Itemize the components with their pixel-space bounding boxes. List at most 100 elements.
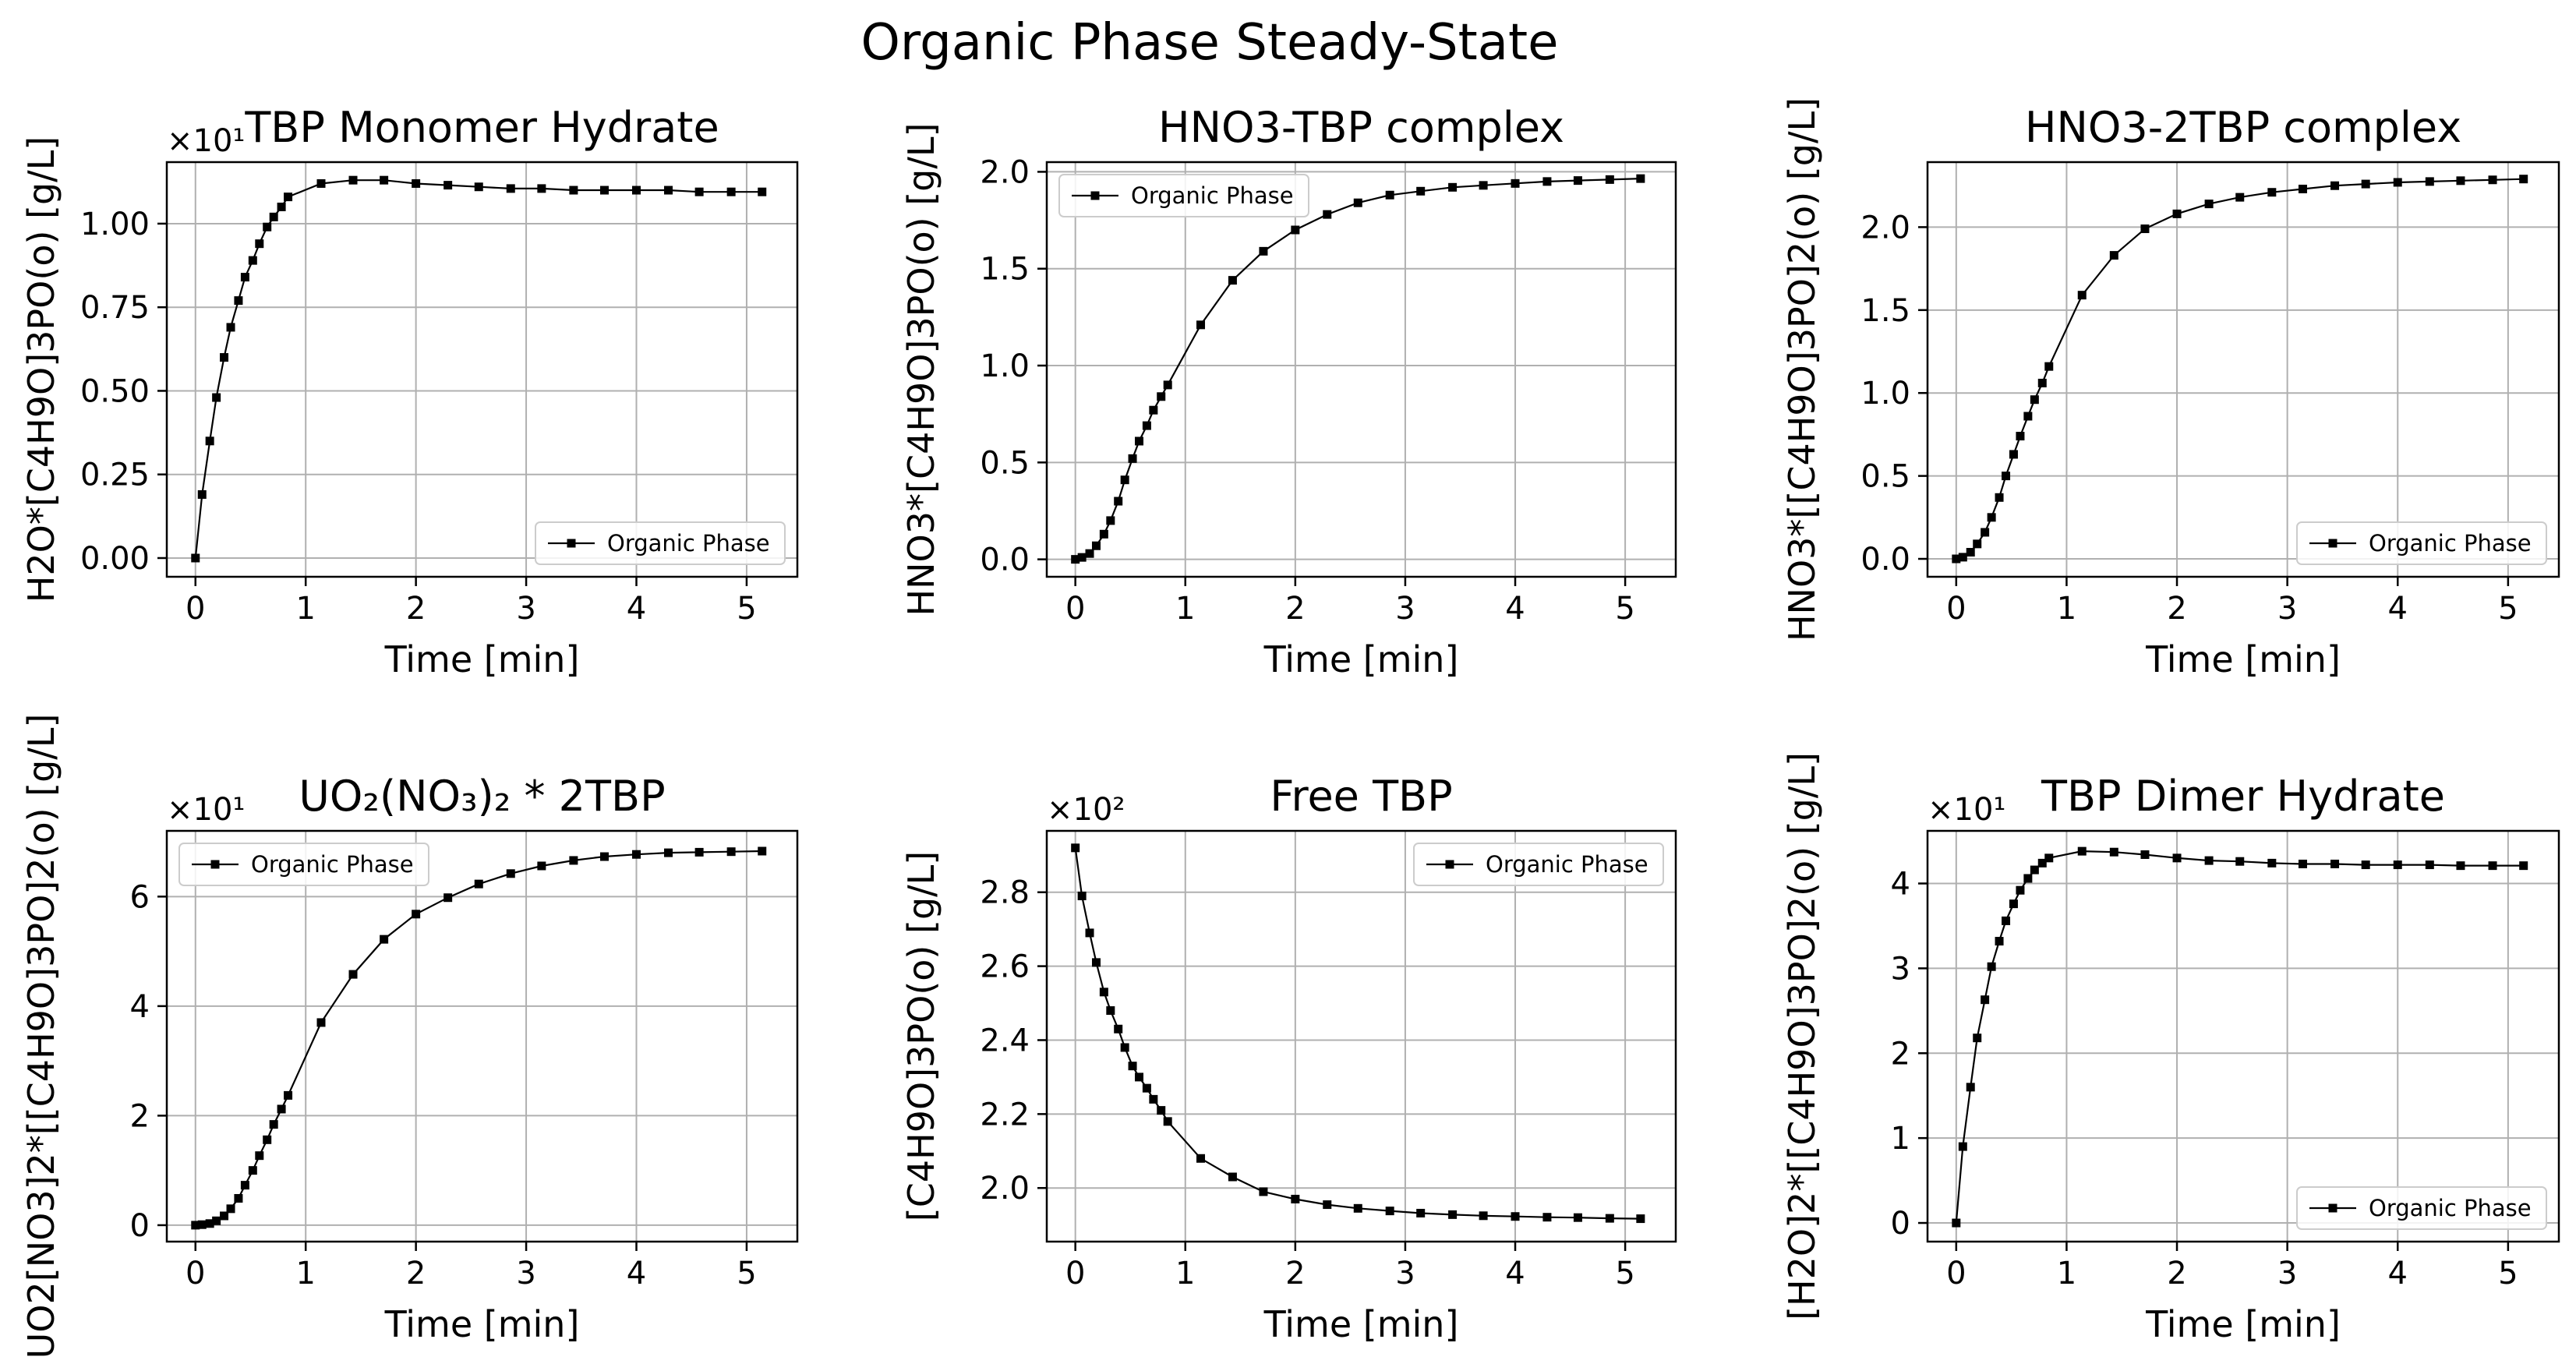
data-point — [1952, 554, 1961, 564]
y-tick-label: 0 — [1891, 1206, 1910, 1242]
legend: Organic Phase — [1413, 843, 1664, 886]
data-point — [1542, 177, 1552, 186]
data-point — [1973, 1034, 1982, 1043]
x-tick-label: 2 — [406, 591, 426, 627]
data-point — [2393, 860, 2402, 870]
x-tick-label: 2 — [1285, 591, 1305, 627]
legend-marker — [1445, 860, 1454, 869]
legend: Organic Phase — [535, 521, 786, 565]
data-point — [1966, 1083, 1975, 1092]
data-point — [1071, 843, 1080, 853]
data-point — [443, 181, 453, 190]
legend-box — [2296, 521, 2547, 565]
data-point — [2044, 362, 2054, 371]
y-tick-label: 0.0 — [1860, 542, 1910, 578]
legend-marker — [210, 860, 220, 869]
data-point — [2425, 177, 2434, 186]
data-point — [1128, 1062, 1137, 1071]
data-point — [1573, 176, 1582, 186]
data-point — [348, 175, 358, 185]
data-point — [2009, 899, 2018, 909]
axes-frame — [1926, 161, 2560, 578]
data-point — [1291, 1194, 1300, 1203]
y-tick-label: 4 — [1891, 867, 1910, 903]
data-point — [1071, 555, 1080, 564]
data-point — [2077, 846, 2087, 856]
data-point — [1106, 516, 1115, 525]
y-tick-label: 1.0 — [1860, 376, 1910, 412]
y-tick-label: 2.0 — [980, 1171, 1030, 1207]
axes-frame — [1045, 829, 1677, 1243]
x-tick-label: 1 — [2057, 1256, 2076, 1291]
y-tick-label: 0.5 — [1860, 459, 1910, 495]
data-point — [1479, 1211, 1488, 1221]
legend: Organic Phase — [178, 843, 429, 886]
data-point — [2172, 209, 2182, 218]
legend-marker — [2328, 539, 2337, 548]
data-point — [2109, 251, 2118, 260]
legend-marker — [567, 539, 576, 548]
data-point — [2235, 193, 2245, 202]
data-point — [694, 187, 704, 196]
data-point — [2002, 916, 2011, 925]
data-point — [599, 186, 609, 195]
y-tick-label: 2 — [1891, 1036, 1910, 1072]
x-tick-label: 0 — [1065, 1256, 1085, 1291]
data-point — [2044, 853, 2054, 863]
legend-label: Organic Phase — [251, 851, 414, 878]
legend-label: Organic Phase — [1131, 182, 1294, 209]
data-point — [537, 184, 546, 193]
data-point — [2016, 885, 2025, 895]
x-tick-label: 5 — [1615, 1256, 1634, 1291]
data-point — [1636, 1214, 1645, 1224]
data-point — [1120, 475, 1129, 485]
y-tick-label: 4 — [130, 989, 150, 1025]
data-point — [2267, 858, 2277, 867]
data-point — [1157, 392, 1166, 401]
chart-panel-4: 0 1 2 3 4 5 0 2 4 6 ×10¹ Time [min] UO2[NO3]2*[[C4H9… — [20, 714, 799, 1359]
data-point — [664, 186, 673, 195]
data-point — [205, 436, 214, 446]
data-point — [1958, 553, 1967, 562]
data-point — [1142, 421, 1151, 430]
axes-frame — [1045, 161, 1677, 578]
x-axis-label: Time [min] — [2145, 1303, 2341, 1345]
data-point — [197, 489, 207, 499]
data-point — [1163, 1117, 1172, 1126]
x-axis-label: Time [min] — [1263, 638, 1459, 680]
chart-title: UO₂(NO₃)₂ * 2TBP — [299, 772, 665, 821]
y-tick-label: 1 — [1891, 1121, 1910, 1157]
data-point — [2456, 861, 2465, 871]
y-tick-label: 0.0 — [980, 542, 1030, 578]
data-point — [1142, 1083, 1151, 1093]
data-point — [2456, 176, 2465, 186]
data-point — [1128, 454, 1137, 463]
data-point — [1114, 1024, 1123, 1034]
legend-box — [178, 843, 429, 886]
data-point — [248, 256, 257, 265]
data-point — [2016, 432, 2025, 441]
data-point — [220, 1211, 229, 1221]
data-point — [506, 184, 515, 193]
data-point — [2030, 395, 2039, 405]
y-tick-label: 2.8 — [980, 875, 1030, 911]
data-point — [263, 222, 272, 231]
data-point — [758, 187, 767, 196]
x-tick-label: 3 — [1395, 591, 1415, 627]
data-point — [443, 893, 453, 903]
data-point — [1605, 1214, 1614, 1223]
legend: Organic Phase — [1058, 174, 1309, 217]
data-point — [506, 869, 515, 878]
axes-frame — [165, 161, 799, 578]
data-point — [1120, 1043, 1129, 1052]
chart-panel-5: 0 1 2 3 4 5 2.0 2.2 2.4 2.6 2.8 ×10² Time [min] [C4H9… — [900, 772, 1677, 1345]
x-tick-label: 5 — [737, 591, 756, 627]
data-point — [1077, 891, 1087, 900]
y-tick-label: 2.4 — [980, 1023, 1030, 1058]
x-tick-label: 4 — [627, 1256, 646, 1291]
data-point — [1353, 1203, 1362, 1213]
data-point — [2488, 175, 2497, 185]
data-point — [1163, 380, 1172, 390]
legend-label: Organic Phase — [2369, 1195, 2532, 1221]
data-point — [2425, 860, 2434, 870]
